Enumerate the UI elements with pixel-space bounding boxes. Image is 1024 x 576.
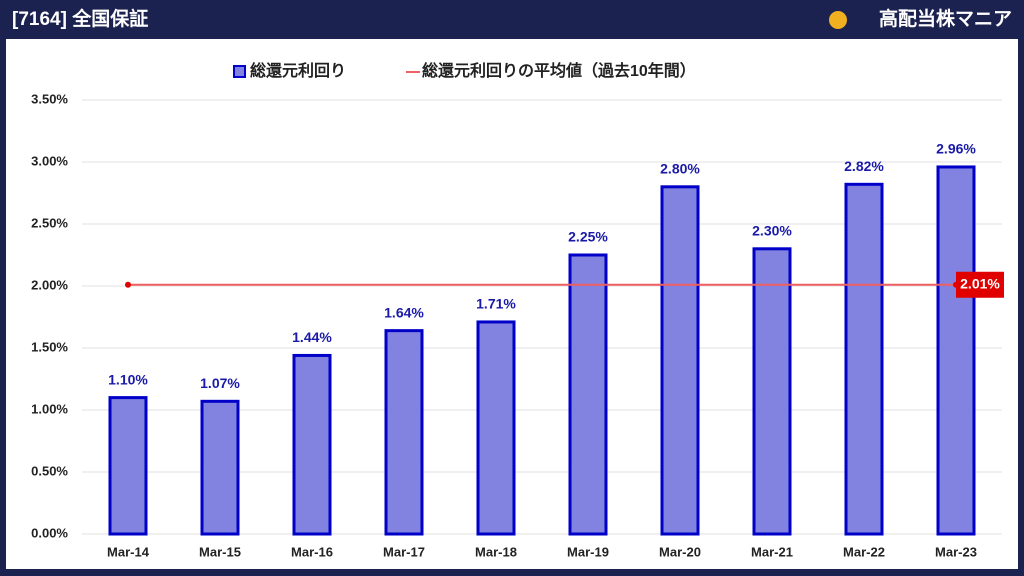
y-tick-label: 1.50% [31,339,68,354]
legend-swatch [233,65,246,78]
brand-icon [829,11,847,29]
x-tick-label: Mar-21 [751,544,793,559]
y-tick-label: 1.00% [31,401,68,416]
data-label: 1.07% [200,375,240,391]
average-label: 2.01% [960,275,1000,291]
x-tick-label: Mar-20 [659,544,701,559]
y-tick-label: 0.00% [31,525,68,540]
data-label: 2.25% [568,229,608,245]
x-tick-label: Mar-17 [383,544,425,559]
data-label: 1.10% [108,371,148,387]
x-tick-label: Mar-19 [567,544,609,559]
bar [384,329,424,536]
bar [108,396,148,536]
y-tick-label: 2.50% [31,215,68,230]
y-tick-label: 3.00% [31,153,68,168]
data-label: 1.44% [292,329,332,345]
data-label: 2.30% [752,223,792,239]
data-label: 2.80% [660,161,700,177]
legend-label: 総還元利回りの平均値（過去10年間） [422,61,696,80]
x-tick-label: Mar-22 [843,544,885,559]
y-tick-label: 2.00% [31,277,68,292]
average-marker [125,281,131,288]
x-tick-label: Mar-23 [935,544,977,559]
header-title: [7164] 全国保証 [12,7,148,30]
brand: 高配当株マニア [879,7,1012,30]
data-label: 1.71% [476,296,516,312]
average-label-box [956,271,1004,298]
bar [752,247,792,536]
bar [292,353,332,536]
x-tick-label: Mar-18 [475,544,517,559]
data-label: 2.82% [844,158,884,174]
x-tick-label: Mar-14 [107,544,150,559]
data-label: 2.96% [936,141,976,157]
bar [660,185,700,536]
legend-label: 総還元利回り [250,61,346,80]
y-tick-label: 3.50% [31,91,68,106]
bar [936,165,976,536]
bar [568,253,608,536]
bar [476,320,516,536]
x-tick-label: Mar-16 [291,544,333,559]
legend: 総還元利回り 総還元利回りの平均値（過去10年間） [233,61,696,80]
bar [200,399,240,536]
x-tick-label: Mar-15 [199,544,241,559]
y-tick-label: 0.50% [31,463,68,478]
data-label: 1.64% [384,304,424,320]
bar [844,182,884,536]
